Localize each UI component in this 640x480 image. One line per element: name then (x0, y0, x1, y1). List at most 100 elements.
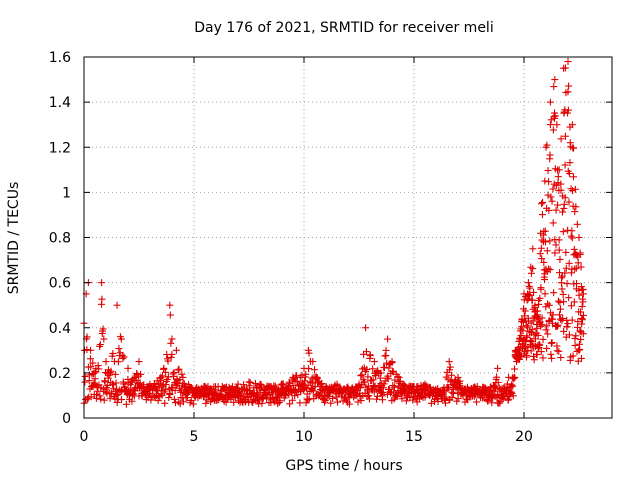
data-point (522, 322, 530, 330)
data-point (388, 359, 396, 367)
data-point (573, 220, 581, 228)
data-point (565, 82, 573, 90)
data-point (534, 331, 542, 339)
data-point (564, 58, 572, 66)
data-point (175, 365, 183, 373)
data-point (285, 378, 293, 386)
data-point (578, 302, 586, 310)
data-point (311, 366, 319, 374)
data-point (378, 396, 386, 404)
y-tick-label: 0.8 (49, 231, 71, 247)
data-point (158, 372, 166, 380)
data-point (233, 384, 241, 392)
data-point (167, 339, 175, 347)
data-point (541, 238, 549, 246)
data-point (354, 398, 362, 406)
data-point (569, 352, 577, 360)
data-point (541, 177, 549, 185)
data-point (104, 382, 112, 390)
x-tick-label: 0 (80, 429, 89, 445)
data-point (119, 354, 127, 362)
data-point (96, 342, 104, 350)
data-point (168, 335, 176, 343)
data-point (557, 180, 565, 188)
data-point (183, 394, 191, 402)
data-point (446, 363, 454, 371)
data-point (356, 384, 364, 392)
data-point (550, 83, 558, 91)
data-point (384, 335, 392, 343)
data-point (541, 227, 549, 235)
data-point (441, 387, 449, 395)
data-point (568, 227, 576, 235)
data-point (273, 393, 281, 401)
data-point (222, 398, 230, 406)
data-point (202, 399, 210, 407)
data-point (557, 186, 565, 194)
data-point (166, 301, 174, 309)
data-point (523, 332, 531, 340)
data-point (380, 380, 388, 388)
data-point (157, 376, 165, 384)
data-point (398, 395, 406, 403)
data-point (367, 377, 375, 385)
data-point (493, 391, 501, 399)
data-point (543, 141, 551, 149)
y-tick-label: 1.2 (49, 140, 71, 156)
data-point (554, 166, 562, 174)
data-point (551, 249, 559, 257)
data-point (320, 392, 328, 400)
data-point (561, 194, 569, 202)
data-point (537, 244, 545, 252)
data-point (553, 121, 561, 129)
data-point (563, 323, 571, 331)
data-point (508, 381, 516, 389)
data-point (576, 345, 584, 353)
data-point (531, 301, 539, 309)
data-point (206, 385, 214, 393)
data-point (579, 330, 587, 338)
data-point (538, 211, 546, 219)
data-point (332, 393, 340, 401)
data-point (305, 349, 313, 357)
data-point (527, 347, 535, 355)
data-point (358, 371, 366, 379)
data-point (551, 112, 559, 120)
data-point (313, 374, 321, 382)
data-point (562, 264, 570, 272)
data-point (554, 297, 562, 305)
data-point (305, 365, 313, 373)
y-axis-label: SRMTID / TECUs (6, 182, 22, 295)
data-points (80, 58, 587, 408)
data-point (178, 370, 186, 378)
data-point (564, 106, 572, 114)
data-point (101, 378, 109, 386)
data-point (529, 317, 537, 325)
y-tick-label: 1.6 (49, 50, 71, 66)
data-point (321, 396, 329, 404)
y-tick-label: 0 (62, 411, 71, 427)
data-point (114, 358, 122, 366)
data-point (557, 354, 565, 362)
data-point (579, 298, 587, 306)
data-point (564, 320, 572, 328)
y-tick-label: 0.2 (49, 366, 71, 382)
data-point (276, 397, 284, 405)
data-point (548, 197, 556, 205)
data-point (496, 398, 504, 405)
data-point (389, 367, 397, 375)
data-point (535, 300, 543, 308)
y-tick-label: 0.6 (49, 276, 71, 292)
data-point (511, 365, 519, 373)
data-point (167, 353, 175, 361)
data-point (565, 259, 573, 267)
data-point (376, 374, 384, 382)
data-point (120, 380, 128, 388)
grid-lines (84, 57, 612, 418)
data-point (499, 395, 507, 403)
data-point (547, 339, 555, 347)
data-point (337, 392, 345, 400)
data-point (559, 228, 567, 236)
data-point (267, 399, 275, 407)
data-point (572, 264, 580, 272)
